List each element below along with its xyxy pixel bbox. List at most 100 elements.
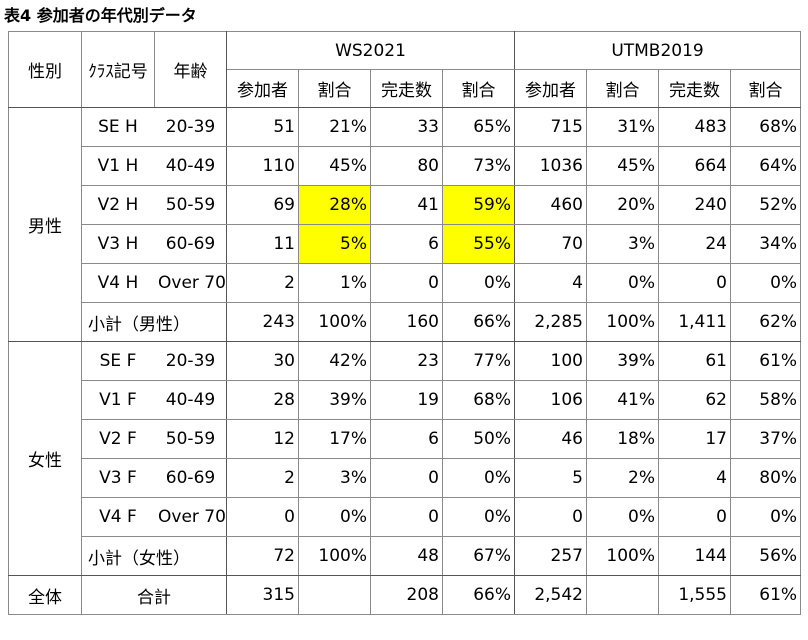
- value-cell-ut-f: 4: [658, 458, 731, 498]
- value-cell-ws-fr: 77%: [442, 341, 515, 381]
- value-cell-ws-f: 80: [370, 146, 443, 186]
- header-utmb2019: UTMB2019: [513, 31, 802, 70]
- value-cell-ut-fr: 61%: [729, 341, 802, 381]
- total-value-ut-f: 1,555: [658, 575, 731, 615]
- class-cell: V1 H: [81, 146, 155, 186]
- value-cell-ut-pr: 3%: [586, 224, 659, 264]
- value-cell-ut-p: 4: [514, 263, 587, 303]
- table-row: V1 F 40-49 28 39% 19 68% 106 41% 62 58%: [9, 380, 802, 420]
- value-cell-ws-pr: 21%: [298, 107, 371, 147]
- age-cell: 40-49: [154, 146, 227, 186]
- value-cell-ws-p: 28: [226, 380, 299, 420]
- value-cell-ut-f: 0: [658, 497, 731, 537]
- subtotal-value-ws-pr: 100%: [298, 302, 371, 342]
- value-cell-ut-pr: 0%: [586, 497, 659, 537]
- age-group-data-table: 性別 ｸﾗｽ記号 年齢 WS2021 UTMB2019 参加者 割合 完走数 割…: [8, 31, 802, 615]
- total-label: 合計: [81, 575, 227, 615]
- class-cell: V3 F: [81, 458, 155, 498]
- subtotal-value-ws-p: 72: [226, 536, 299, 576]
- subtotal-value-ut-p: 257: [514, 536, 587, 576]
- value-cell-ws-fr: 50%: [442, 419, 515, 459]
- table-row: V3 H 60-69 11 5% 6 55% 70 3% 24 34%: [9, 224, 802, 264]
- table-row: V4 H Over 70 2 1% 0 0% 4 0% 0 0%: [9, 263, 802, 303]
- subtotal-value-ut-fr: 56%: [729, 536, 802, 576]
- header-ws-ratio2: 割合: [442, 69, 515, 108]
- subtotal-value-ut-f: 144: [658, 536, 731, 576]
- value-cell-ut-fr: 58%: [729, 380, 802, 420]
- value-cell-ut-p: 46: [514, 419, 587, 459]
- value-cell-ws-p: 69: [226, 185, 299, 225]
- total-value-ut-fr: 61%: [729, 575, 802, 615]
- value-cell-ut-f: 17: [658, 419, 731, 459]
- value-cell-ws-fr: 59%: [442, 185, 515, 225]
- value-cell-ws-f: 0: [370, 458, 443, 498]
- value-cell-ut-p: 70: [514, 224, 587, 264]
- gender-cell: 女性: [8, 341, 82, 576]
- age-cell: 20-39: [154, 341, 227, 381]
- value-cell-ut-p: 106: [514, 380, 587, 420]
- header-ut-participants: 参加者: [514, 69, 587, 108]
- class-cell: V4 H: [81, 263, 155, 303]
- value-cell-ut-fr: 0%: [729, 263, 802, 303]
- header-ws2021: WS2021: [226, 31, 515, 70]
- value-cell-ut-f: 24: [658, 224, 731, 264]
- age-cell: Over 70: [154, 263, 227, 303]
- header-ut-finishers: 完走数: [658, 69, 731, 108]
- total-value-ws-fr: 66%: [442, 575, 515, 615]
- table-row: V3 F 60-69 2 3% 0 0% 5 2% 4 80%: [9, 458, 802, 498]
- value-cell-ws-pr: 42%: [298, 341, 371, 381]
- subtotal-value-ws-fr: 67%: [442, 536, 515, 576]
- value-cell-ws-pr: 17%: [298, 419, 371, 459]
- table-row: 男性 SE H 20-39 51 21% 33 65% 715 31% 483 68%: [8, 107, 802, 342]
- value-cell-ws-fr: 65%: [442, 107, 515, 147]
- age-cell: 50-59: [154, 185, 227, 225]
- total-row: 全体 合計 315 208 66% 2,542 1,555 61%: [8, 575, 802, 615]
- value-cell-ut-f: 664: [658, 146, 731, 186]
- value-cell-ws-fr: 0%: [442, 263, 515, 303]
- class-cell: V2 F: [81, 419, 155, 459]
- value-cell-ws-p: 12: [226, 419, 299, 459]
- total-value-ut-pr: [586, 575, 659, 615]
- subtotal-value-ut-f: 1,411: [658, 302, 731, 342]
- age-cell: 50-59: [154, 419, 227, 459]
- value-cell-ws-fr: 0%: [442, 458, 515, 498]
- age-cell: 60-69: [154, 224, 227, 264]
- value-cell-ut-fr: 34%: [729, 224, 802, 264]
- table-row: V1 H 40-49 110 45% 80 73% 1036 45% 664 64%: [9, 146, 802, 186]
- class-cell: SE F: [81, 341, 155, 381]
- total-value-ws-pr: [298, 575, 371, 615]
- header-class: ｸﾗｽ記号: [81, 31, 155, 108]
- value-cell-ws-fr: 73%: [442, 146, 515, 186]
- class-cell: V1 F: [81, 380, 155, 420]
- age-cell: 60-69: [154, 458, 227, 498]
- subtotal-value-ws-p: 243: [226, 302, 299, 342]
- value-cell-ut-f: 240: [658, 185, 731, 225]
- value-cell-ws-p: 30: [226, 341, 299, 381]
- total-value-ws-p: 315: [226, 575, 299, 615]
- value-cell-ws-p: 2: [226, 263, 299, 303]
- value-cell-ws-pr: 3%: [298, 458, 371, 498]
- total-value-ut-p: 2,542: [514, 575, 587, 615]
- table-row: V2 F 50-59 12 17% 6 50% 46 18% 17 37%: [9, 419, 802, 459]
- value-cell-ut-pr: 45%: [586, 146, 659, 186]
- value-cell-ws-p: 2: [226, 458, 299, 498]
- value-cell-ws-f: 23: [370, 341, 443, 381]
- value-cell-ws-fr: 0%: [442, 497, 515, 537]
- value-cell-ws-pr: 39%: [298, 380, 371, 420]
- header-gender: 性別: [8, 31, 82, 108]
- value-cell-ws-pr: 28%: [298, 185, 371, 225]
- total-value-ws-f: 208: [370, 575, 443, 615]
- value-cell-ut-f: 0: [658, 263, 731, 303]
- value-cell-ws-p: 110: [226, 146, 299, 186]
- value-cell-ut-pr: 2%: [586, 458, 659, 498]
- class-cell: V2 H: [81, 185, 155, 225]
- value-cell-ut-fr: 80%: [729, 458, 802, 498]
- class-cell: V3 H: [81, 224, 155, 264]
- table-row: V4 F Over 70 0 0% 0 0% 0 0% 0 0%: [9, 497, 802, 537]
- value-cell-ws-f: 0: [370, 497, 443, 537]
- value-cell-ut-p: 715: [514, 107, 587, 147]
- value-cell-ws-f: 33: [370, 107, 443, 147]
- subtotal-row: 小計（女性） 72 100% 48 67% 257 100% 144 56%: [9, 536, 802, 576]
- value-cell-ut-pr: 0%: [586, 263, 659, 303]
- value-cell-ws-f: 19: [370, 380, 443, 420]
